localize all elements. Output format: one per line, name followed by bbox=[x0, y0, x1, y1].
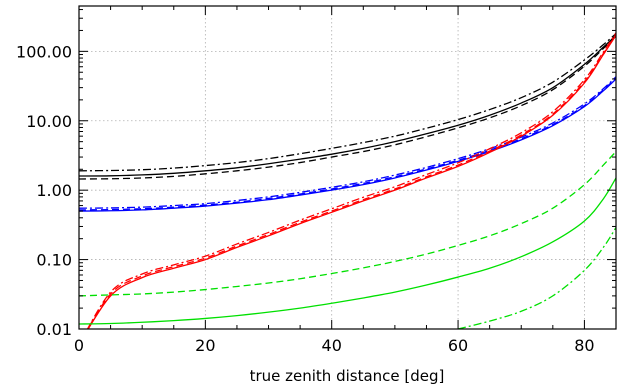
x-tick-label: 80 bbox=[574, 336, 594, 355]
series-line-0 bbox=[79, 34, 616, 177]
series-line-9 bbox=[79, 177, 616, 325]
series-line-4 bbox=[79, 77, 616, 211]
series-layer bbox=[79, 32, 616, 329]
series-line-1 bbox=[79, 35, 616, 180]
series-line-3 bbox=[79, 78, 616, 212]
series-line-8 bbox=[86, 32, 616, 329]
series-line-5 bbox=[79, 76, 616, 209]
grid bbox=[79, 6, 616, 329]
y-tick-label: 100.00 bbox=[16, 42, 72, 61]
series-line-6 bbox=[87, 34, 616, 329]
y-tick-label: 0.01 bbox=[36, 320, 72, 339]
ticks bbox=[78, 6, 617, 330]
y-tick-label: 10.00 bbox=[26, 112, 72, 131]
series-line-7 bbox=[87, 34, 616, 329]
series-line-10 bbox=[79, 151, 616, 297]
x-tick-label: 40 bbox=[322, 336, 342, 355]
x-tick-label: 60 bbox=[448, 336, 468, 355]
series-line-2 bbox=[79, 33, 616, 172]
y-tick-label: 0.10 bbox=[36, 251, 72, 270]
x-axis-label: true zenith distance [deg] bbox=[250, 367, 445, 385]
series-line-11 bbox=[457, 227, 616, 329]
x-tick-label: 0 bbox=[74, 336, 84, 355]
tick-labels: 0 20 40 60 80 0.01 0.10 1.00 10.00 100.00 bbox=[16, 42, 595, 355]
plot-frame bbox=[78, 5, 617, 330]
y-tick-label: 1.00 bbox=[36, 181, 72, 200]
x-tick-label: 20 bbox=[195, 336, 215, 355]
